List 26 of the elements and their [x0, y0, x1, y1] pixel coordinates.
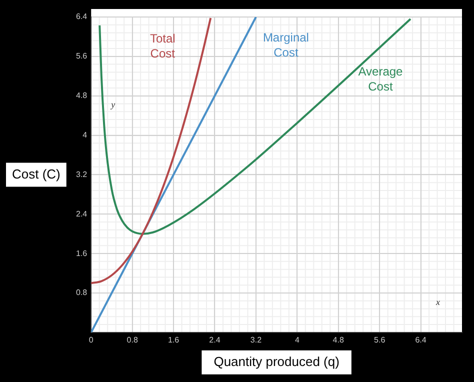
x-axis-title: Quantity produced (q): [214, 354, 340, 369]
x-tick-label: 3.2: [250, 335, 262, 344]
y-tick-label: 1.6: [76, 248, 88, 258]
x-tick-label: 5.6: [374, 335, 386, 344]
x-tick-label: 2.4: [209, 335, 221, 344]
y-axis-title: Cost (C): [12, 166, 60, 182]
x-tick-label: 4: [294, 335, 300, 344]
y-tick-label: 3.2: [76, 170, 88, 179]
series-label: Average Cost: [358, 64, 404, 94]
series-label: Marginal Cost: [262, 30, 309, 60]
x-tick-label: 4.8: [332, 335, 344, 344]
y-tick-label: 2.4: [76, 209, 88, 218]
annotation: x: [435, 296, 440, 307]
x-tick-label: 1.6: [168, 335, 180, 344]
y-tick-label: 4.8: [76, 91, 88, 100]
y-tick-label: 0.8: [76, 288, 88, 298]
text: Total Cost: [150, 31, 176, 60]
x-tick-label: 0.8: [126, 335, 138, 344]
y-tick-label: 4: [82, 130, 88, 140]
line-series: [91, 17, 212, 284]
y-tick-label: 5.6: [76, 52, 88, 61]
line-series: [98, 18, 412, 235]
x-tick-label: 0: [88, 335, 94, 344]
annotation: y: [110, 99, 116, 110]
y-tick-label: 6.4: [76, 12, 88, 22]
x-tick-label: 6.4: [415, 335, 427, 344]
